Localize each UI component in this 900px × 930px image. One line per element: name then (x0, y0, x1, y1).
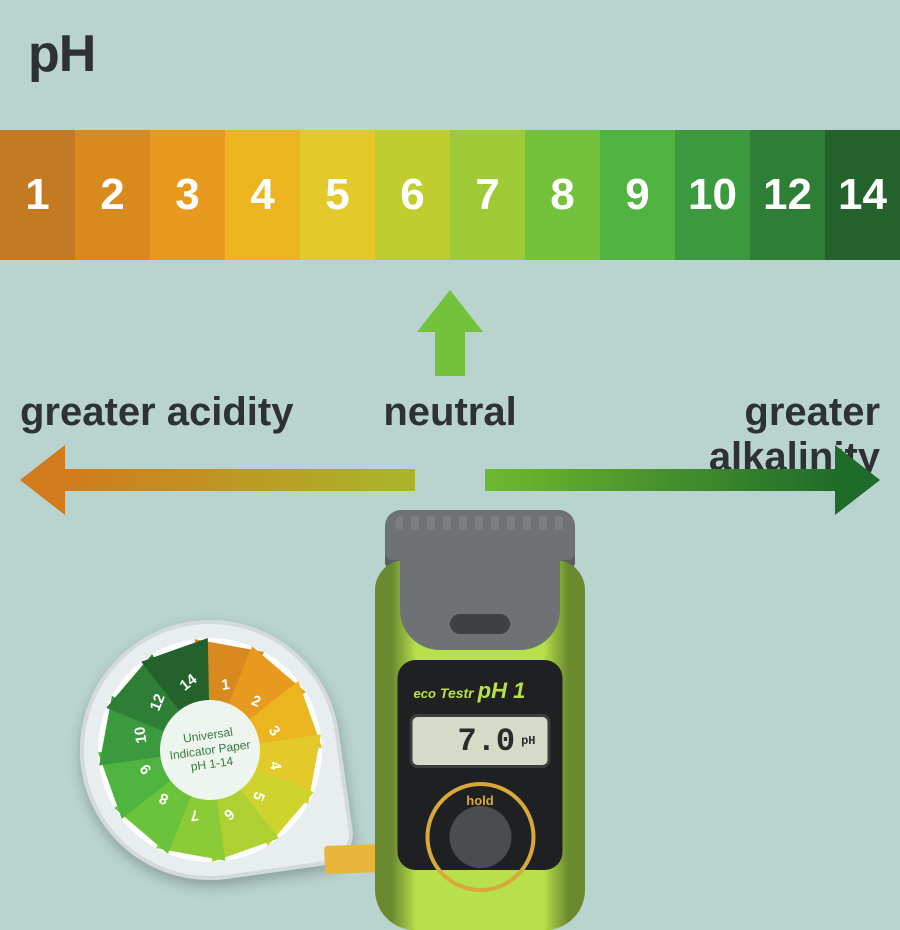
meter-brand: eco Testr pH 1 (410, 672, 551, 714)
meter-lcd: 7.0 pH (410, 714, 551, 768)
ph-cell-1: 1 (0, 130, 75, 260)
lift-tab (450, 614, 510, 634)
brand-testr: Testr (440, 685, 474, 701)
alkalinity-arrow-icon (485, 445, 880, 515)
ph-cell-14: 14 (825, 130, 900, 260)
ph-cell-10: 10 (675, 130, 750, 260)
lcd-value: 7.0 (457, 723, 515, 760)
ph-cell-6: 6 (375, 130, 450, 260)
ph-cell-2: 2 (75, 130, 150, 260)
ph-cell-5: 5 (300, 130, 375, 260)
ph-cell-9: 9 (600, 130, 675, 260)
neutral-arrow-icon (417, 290, 483, 381)
button-label: holdent (466, 794, 493, 820)
ph-cell-4: 4 (225, 130, 300, 260)
lcd-unit: pH (521, 734, 535, 748)
indicator-paper-dispenser: 123456789101214 Universal Indicator Pape… (63, 603, 357, 897)
ph-cell-3: 3 (150, 130, 225, 260)
ph-cell-8: 8 (525, 130, 600, 260)
meter-button-ring: holdent (425, 782, 535, 892)
ph-scale: 123456789101214 (0, 130, 900, 260)
brand-eco: eco (414, 686, 436, 701)
page-title: pH (28, 24, 95, 84)
ph-cell-12: 12 (750, 130, 825, 260)
ph-cell-7: 7 (450, 130, 525, 260)
brand-model: pH 1 (478, 678, 526, 704)
acidity-arrow-icon (20, 445, 415, 515)
ph-meter: eco Testr pH 1 7.0 pH holdent (360, 510, 600, 930)
